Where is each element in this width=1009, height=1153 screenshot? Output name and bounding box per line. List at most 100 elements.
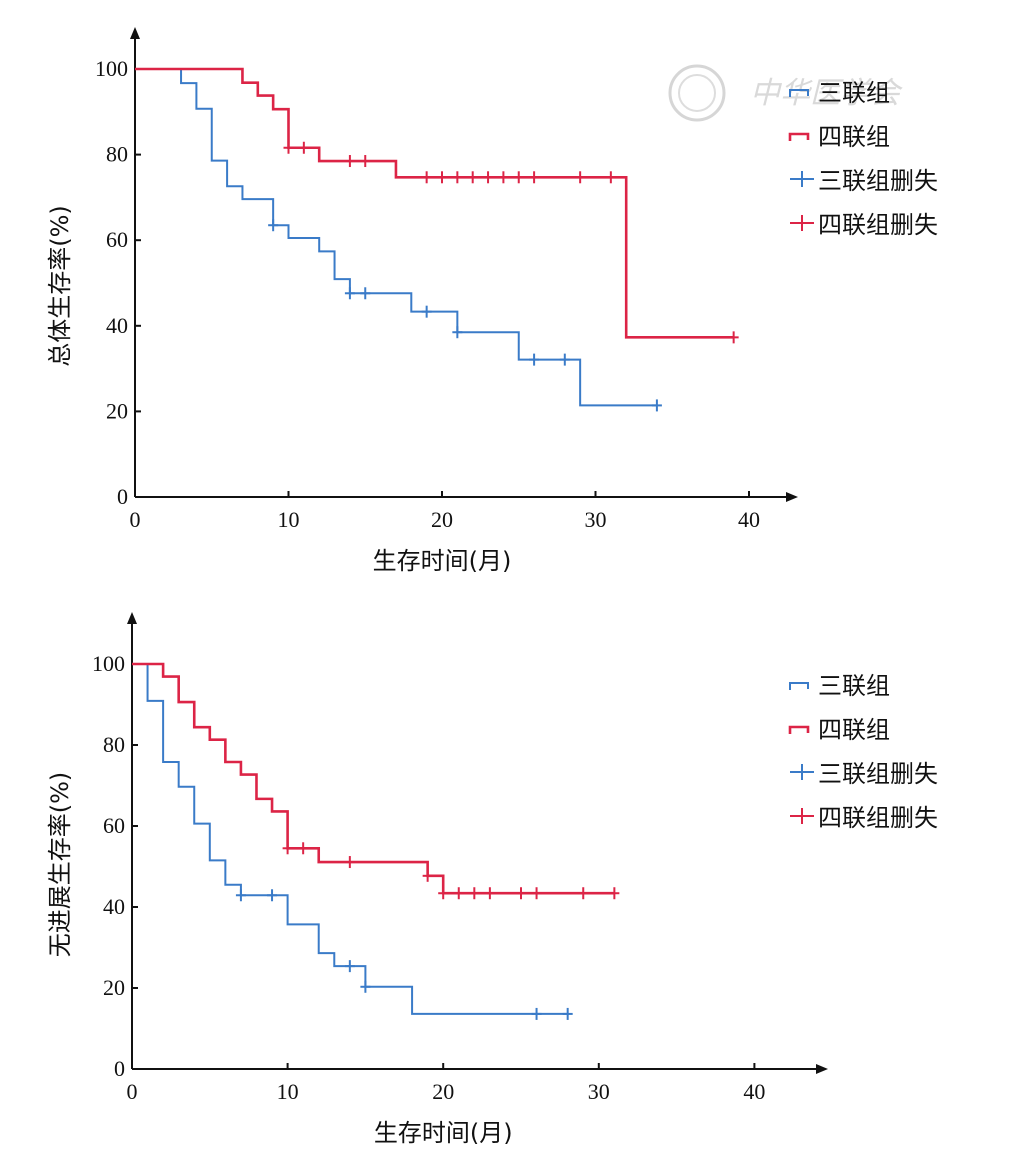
legend-item: 四联组删失 <box>790 804 938 832</box>
legend-item: 四联组 <box>788 123 890 151</box>
censor-mark <box>484 887 495 900</box>
x-axis-title: 生存时间(月) <box>373 547 512 575</box>
x-tick-label: 40 <box>738 507 760 532</box>
censor-mark <box>651 399 662 412</box>
censor-mark <box>282 842 293 855</box>
censor-mark <box>498 171 509 184</box>
y-axis-title: 总体生存率(%) <box>46 205 74 367</box>
y-axis-arrow-icon <box>130 27 140 39</box>
censor-mark <box>344 155 355 168</box>
censor-mark <box>452 171 463 184</box>
censor-mark <box>529 171 540 184</box>
legend-item: 四联组删失 <box>790 211 938 239</box>
censor-mark <box>531 887 542 900</box>
legend-item: 三联组删失 <box>790 167 938 195</box>
censor-mark <box>422 869 433 882</box>
legend-step-icon <box>789 89 809 97</box>
censor-mark <box>452 326 463 339</box>
censor-mark <box>605 171 616 184</box>
watermark-text: 中华医学会 <box>750 76 903 111</box>
censor-mark <box>483 171 494 184</box>
y-tick-label: 0 <box>117 484 128 509</box>
legend-label: 三联组 <box>818 672 890 700</box>
survival-curve <box>135 67 734 339</box>
censor-mark <box>344 287 355 300</box>
x-tick-label: 30 <box>585 507 607 532</box>
censor-mark <box>469 887 480 900</box>
y-tick-label: 80 <box>106 142 128 167</box>
y-tick-label: 20 <box>103 975 125 1000</box>
y-tick-label: 0 <box>114 1056 125 1081</box>
censor-mark <box>562 1007 573 1020</box>
y-tick-label: 100 <box>95 56 128 81</box>
censor-mark <box>421 305 432 318</box>
series-quadruple <box>135 67 739 344</box>
censor-mark <box>283 141 294 154</box>
survival-curve <box>132 663 568 1015</box>
x-tick-label: 20 <box>431 507 453 532</box>
censor-mark <box>728 331 739 344</box>
censor-mark <box>453 887 464 900</box>
legend-item: 四联组 <box>788 716 890 744</box>
censor-mark <box>344 960 355 973</box>
legend-label: 四联组 <box>818 716 890 744</box>
y-tick-label: 60 <box>103 813 125 838</box>
x-tick-label: 40 <box>743 1079 765 1104</box>
censor-mark <box>575 171 586 184</box>
censor-mark <box>578 887 589 900</box>
survival-curve <box>135 68 657 407</box>
overall-survival-chart: 0 10 20 30 40 0 20 40 60 80 100 生存时间(月) 总体生存率(%) 三联组四… <box>46 27 938 575</box>
censor-mark <box>609 887 620 900</box>
censor-mark <box>235 889 246 902</box>
legend-label: 四联组 <box>818 123 890 151</box>
x-axis-arrow-icon <box>816 1064 828 1074</box>
x-tick-label: 10 <box>277 1079 299 1104</box>
y-tick-label: 40 <box>103 894 125 919</box>
y-tick-label: 20 <box>106 398 128 423</box>
legend-step-icon <box>788 725 810 734</box>
censor-mark <box>437 171 447 184</box>
censor-mark <box>360 980 371 993</box>
series-quadruple <box>132 662 620 900</box>
censor-mark <box>298 141 309 154</box>
censor-mark <box>513 171 524 184</box>
series-triple <box>135 68 662 412</box>
watermark: 中华医学会 <box>668 64 903 122</box>
y-axis-title: 无进展生存率(%) <box>46 772 74 958</box>
censor-mark <box>529 353 540 366</box>
y-tick-label: 60 <box>106 227 128 252</box>
censor-mark <box>531 1007 542 1020</box>
censor-mark <box>268 219 279 232</box>
x-axis-arrow-icon <box>786 492 798 502</box>
x-axis-title: 生存时间(月) <box>374 1119 513 1147</box>
legend-item: 三联组 <box>789 672 890 700</box>
survival-curve <box>132 662 615 895</box>
censor-mark <box>438 887 449 900</box>
legend-label: 三联组 <box>818 79 890 107</box>
y-axis-arrow-icon <box>127 612 137 624</box>
legend-label: 三联组删失 <box>818 167 938 195</box>
y-tick-label: 40 <box>106 313 128 338</box>
censor-mark <box>360 287 371 300</box>
censor-mark <box>298 842 309 855</box>
x-tick-label: 0 <box>127 1079 138 1104</box>
y-tick-label: 100 <box>92 651 125 676</box>
censor-mark <box>467 171 478 184</box>
x-tick-label: 30 <box>588 1079 610 1104</box>
censor-mark <box>559 353 570 366</box>
progression-free-survival-chart: 0 10 20 30 40 0 20 40 60 80 100 生存时间(月) 无进展生存率(%) 三联组… <box>46 612 938 1147</box>
censor-mark <box>267 889 278 902</box>
legend-step-icon <box>788 132 810 141</box>
watermark-seal-inner-icon <box>678 74 716 112</box>
legend-label: 四联组删失 <box>818 211 938 239</box>
legend-label: 四联组删失 <box>818 804 938 832</box>
legend-label: 三联组删失 <box>818 760 938 788</box>
legend-item: 三联组删失 <box>790 760 938 788</box>
legend-step-icon <box>789 682 809 690</box>
series-triple <box>132 663 573 1020</box>
censor-mark <box>344 856 355 869</box>
x-tick-label: 0 <box>130 507 141 532</box>
